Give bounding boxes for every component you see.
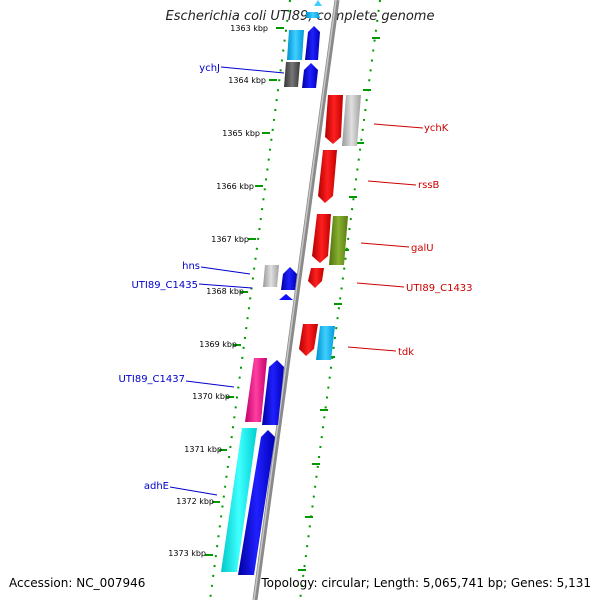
right-gene-labels: ychK rssB galU UTI89_C1433 tdk	[347, 123, 473, 358]
gene-feature	[279, 294, 293, 300]
ruler-label: 1363 kbp	[230, 24, 268, 33]
features-right-strand	[299, 95, 361, 360]
ruler-label: 1364 kbp	[228, 76, 266, 85]
gene-feature	[318, 150, 337, 203]
gene-feature	[238, 430, 275, 575]
gene-label-ychk: ychK	[424, 123, 449, 134]
gene-feature	[329, 216, 348, 265]
outer-tick-track-left	[209, 0, 291, 600]
gene-feature	[263, 265, 279, 287]
gene-feature	[262, 360, 284, 425]
ruler-ticks	[205, 27, 284, 556]
gene-feature	[316, 326, 335, 360]
gene-label-tdk: tdk	[398, 347, 414, 358]
gene-feature	[306, 12, 320, 18]
gene-feature	[221, 428, 257, 572]
ruler-label: 1367 kbp	[211, 235, 249, 244]
ruler-label: 1373 kbp	[168, 549, 206, 558]
ruler-label: 1370 kbp	[192, 392, 230, 401]
features-left-strand	[221, 0, 322, 575]
gene-feature	[287, 30, 304, 60]
gene-feature	[308, 268, 324, 288]
gene-label-ychj: ychJ	[199, 63, 220, 74]
gene-feature	[299, 324, 318, 356]
ruler-labels: 1363 kbp 1364 kbp 1365 kbp 1366 kbp 1367…	[168, 24, 268, 558]
gene-feature	[305, 26, 320, 60]
ruler-label: 1365 kbp	[222, 129, 260, 138]
gene-label-uti89-c1435: UTI89_C1435	[131, 280, 198, 291]
ruler-label: 1371 kbp	[184, 445, 222, 454]
genome-backbone	[252, 0, 340, 600]
gene-feature	[312, 214, 331, 263]
ruler-label: 1369 kbp	[199, 340, 237, 349]
ruler-label: 1366 kbp	[216, 182, 254, 191]
gene-feature	[245, 358, 267, 422]
gene-label-rssb: rssB	[418, 180, 440, 191]
map-title: Escherichia coli UTI89, complete genome	[165, 9, 435, 24]
gene-feature	[302, 63, 318, 88]
gene-feature	[281, 267, 297, 290]
ruler-label: 1372 kbp	[176, 497, 214, 506]
gene-feature	[342, 95, 361, 146]
gene-label-hns: hns	[182, 261, 200, 272]
gene-feature	[314, 0, 322, 6]
accession-text: Accession: NC_007946	[9, 576, 146, 590]
genome-summary-text: Topology: circular; Length: 5,065,741 bp…	[261, 576, 591, 590]
gene-label-uti89-c1433: UTI89_C1433	[406, 283, 473, 294]
left-gene-labels: ychJ hns UTI89_C1435 UTI89_C1437 adhE	[118, 63, 285, 496]
gene-label-adhe: adhE	[144, 481, 169, 492]
ruler-label: 1368 kbp	[206, 287, 244, 296]
outer-tick-track-right	[299, 0, 381, 600]
gene-label-galu: galU	[411, 243, 434, 254]
right-major-ticks	[298, 37, 380, 571]
gene-feature	[325, 95, 343, 144]
gene-feature	[284, 62, 300, 87]
gene-label-uti89-c1437: UTI89_C1437	[118, 374, 185, 385]
